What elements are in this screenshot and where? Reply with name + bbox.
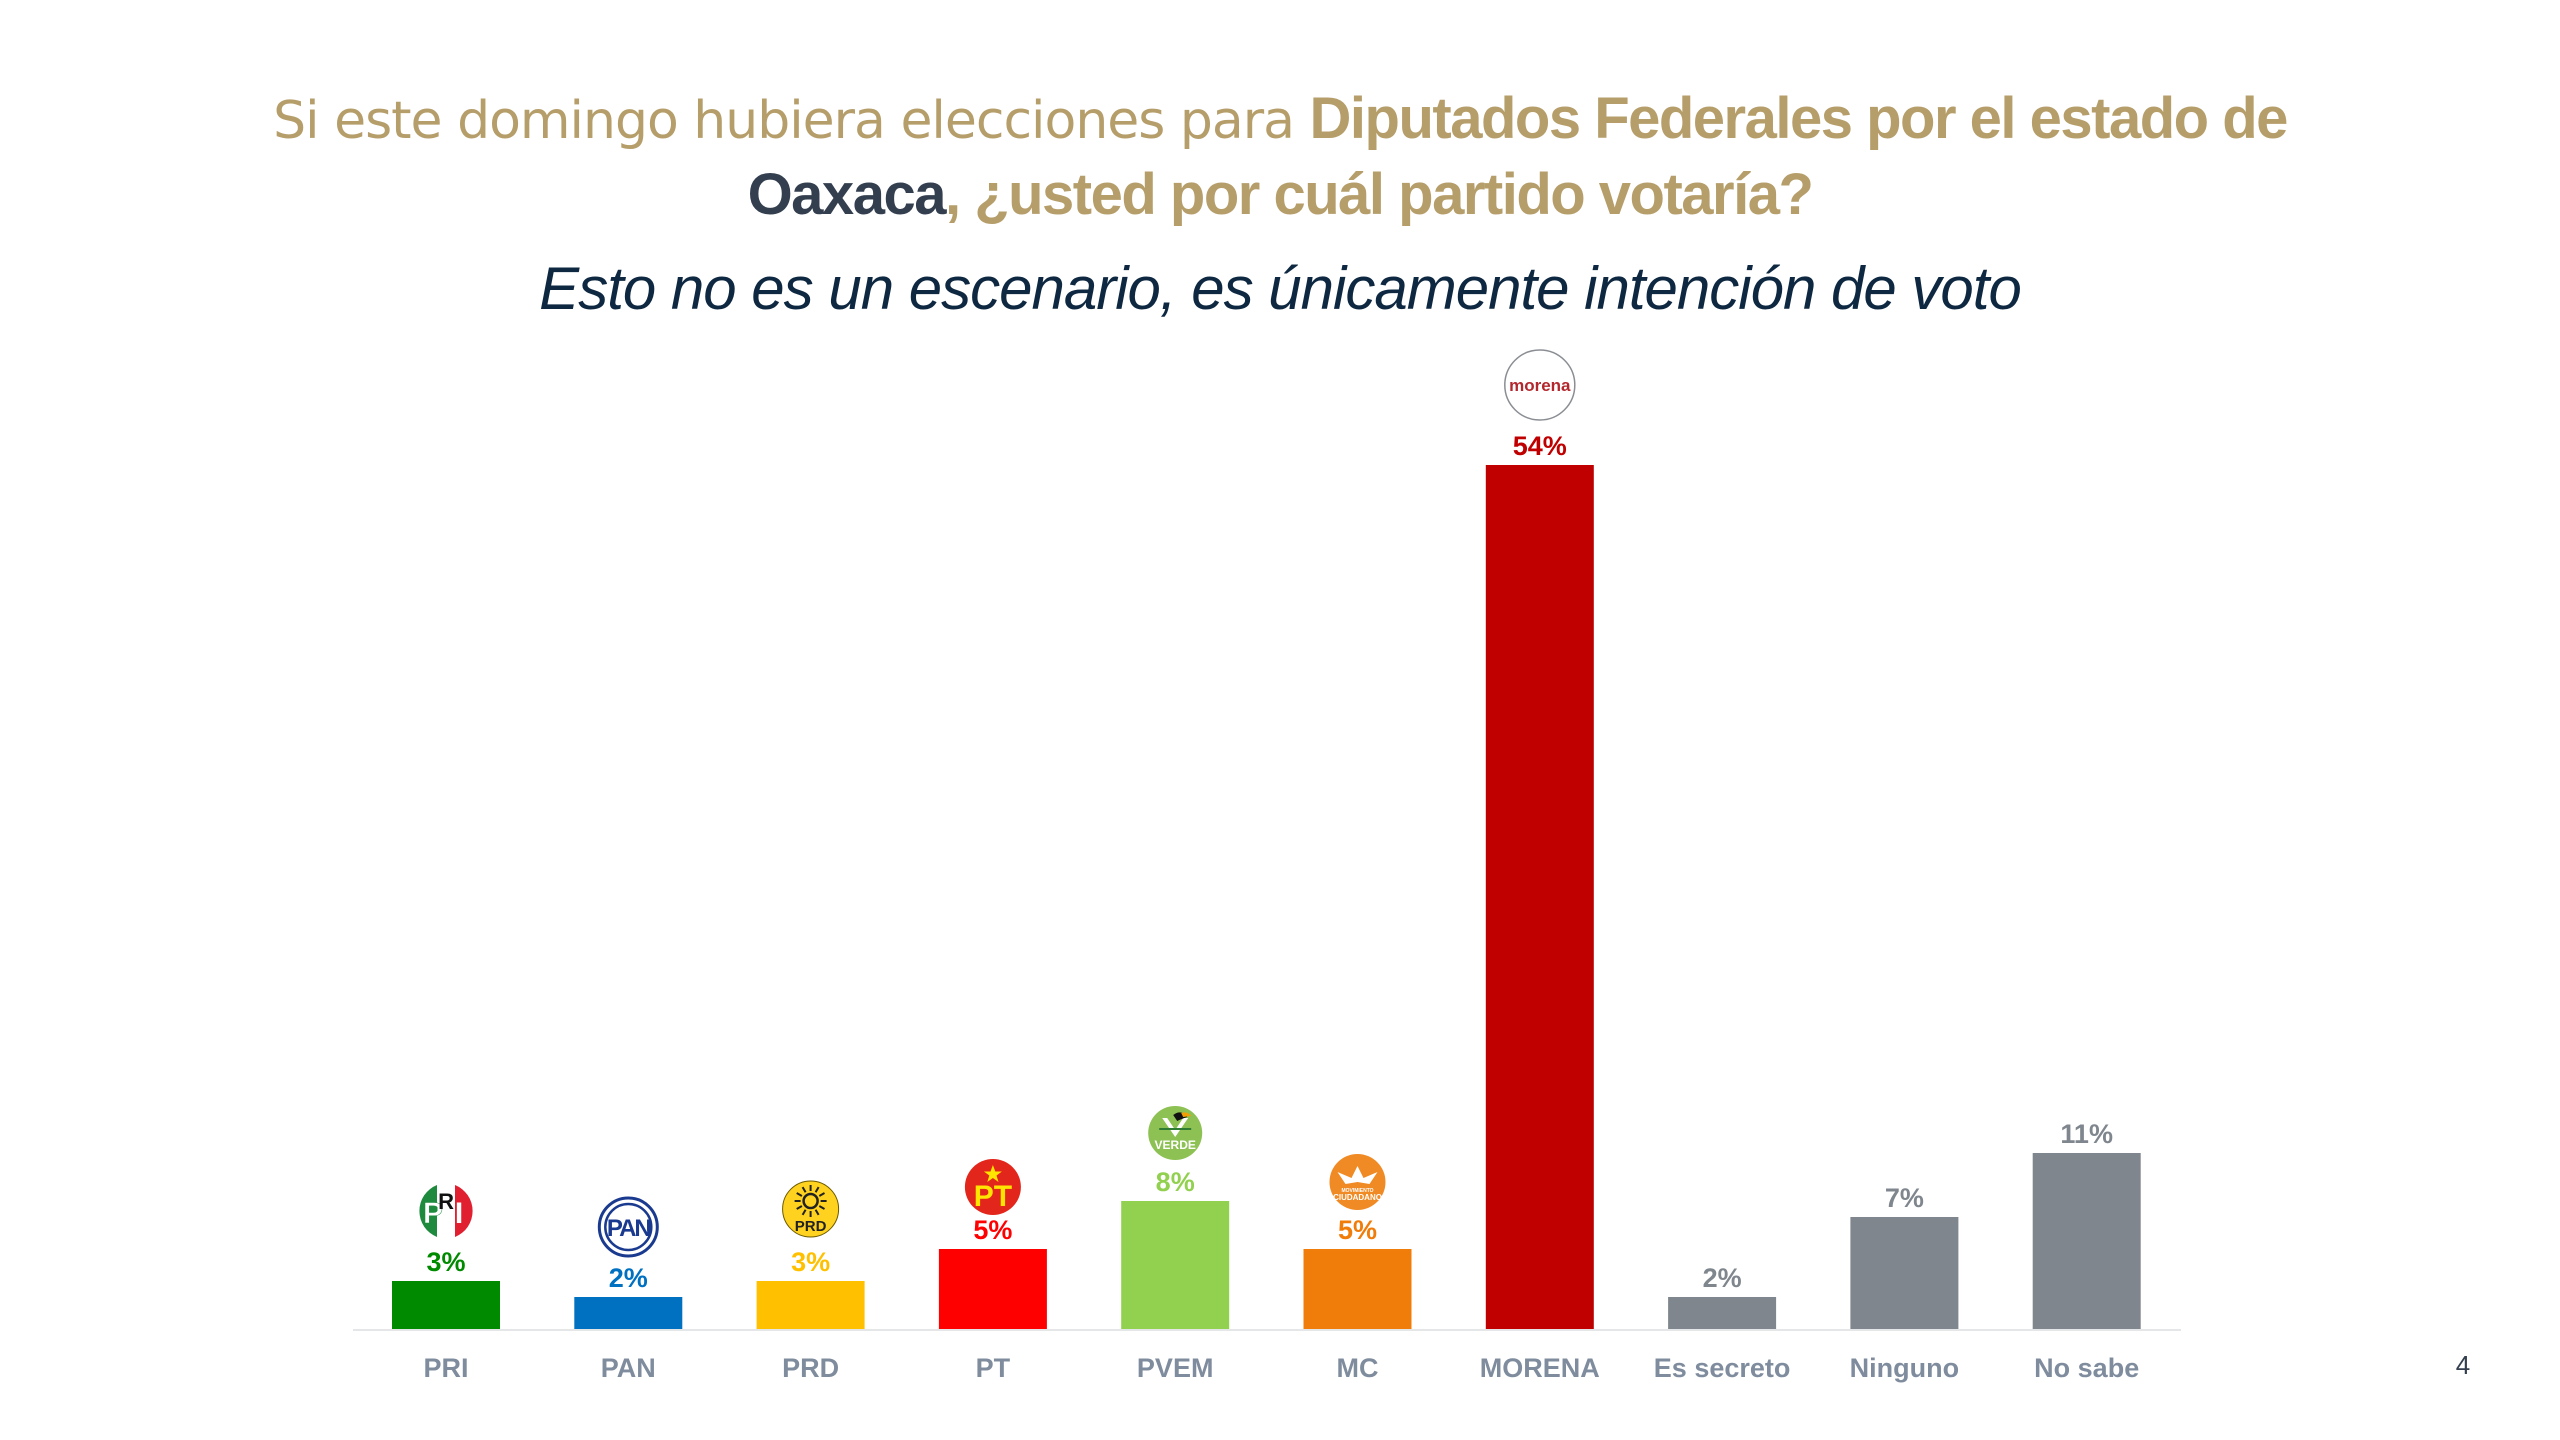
bar-morena	[1485, 465, 1594, 1329]
pt-logo-text: PT	[974, 1180, 1012, 1213]
pan-logo-icon: PAN	[597, 1196, 659, 1258]
title-emphasis: Diputados Federales por el estado de	[1309, 86, 2289, 151]
page-number: 4	[2455, 1350, 2471, 1380]
mc-logo-text-top: MOVIMIENTO	[1341, 1188, 1373, 1194]
bar-mc	[1303, 1249, 1412, 1329]
category-label-ninguno: Ninguno	[1850, 1353, 1959, 1383]
pan-logo-text: PAN	[607, 1215, 651, 1242]
title-line-2: Oaxaca, ¿usted por cuál partido votaría?	[0, 158, 2560, 234]
bar-pt	[938, 1249, 1047, 1329]
data-label-morena: 54%	[1513, 431, 1567, 461]
bar-es-secreto	[1668, 1297, 1777, 1329]
morena-logo-icon: morena	[1504, 349, 1576, 421]
bar-prd	[756, 1281, 865, 1329]
category-label-es-secreto: Es secreto	[1654, 1353, 1791, 1383]
pt-logo-icon: PT	[964, 1159, 1021, 1215]
bar-pvem	[1121, 1201, 1230, 1329]
svg-text:I: I	[455, 1197, 463, 1230]
data-label-pt: 5%	[973, 1215, 1012, 1245]
pri-logo-icon: PRIPRI	[418, 1183, 474, 1239]
category-label-prd: PRD	[782, 1353, 839, 1383]
title-line-1: Si este domingo hubiera elecciones para …	[0, 82, 2560, 158]
data-label-pvem: 8%	[1156, 1167, 1195, 1197]
data-label-es-secreto: 2%	[1703, 1263, 1742, 1293]
svg-text:P: P	[423, 1197, 443, 1230]
category-label-no-sabe: No sabe	[2034, 1353, 2139, 1383]
category-label-pan: PAN	[601, 1353, 656, 1383]
category-label-mc: MC	[1337, 1353, 1379, 1383]
bar-ninguno	[1850, 1217, 1959, 1329]
title-prefix: Si este domingo hubiera elecciones para	[273, 91, 1310, 151]
category-label-pri: PRI	[423, 1353, 468, 1383]
prd-logo-icon: PRD	[782, 1180, 840, 1238]
bars-group: 3%PRI2%PAN3%PRD5%PT8%PVEM5%MC54%MORENA2%…	[392, 431, 2141, 1383]
category-label-pvem: PVEM	[1137, 1353, 1214, 1383]
data-label-ninguno: 7%	[1885, 1183, 1924, 1213]
morena-logo-text: morena	[1509, 376, 1571, 395]
data-label-pan: 2%	[609, 1263, 648, 1293]
data-label-prd: 3%	[791, 1247, 830, 1277]
data-label-no-sabe: 11%	[2060, 1119, 2113, 1149]
data-label-mc: 5%	[1338, 1215, 1377, 1245]
subtitle: Esto no es un escenario, es únicamente i…	[539, 255, 2022, 322]
title-state: Oaxaca	[747, 162, 947, 227]
svg-text:R: R	[438, 1189, 454, 1214]
category-label-morena: MORENA	[1480, 1353, 1600, 1383]
mc-logo-text-bottom: CIUDADANO	[1333, 1193, 1382, 1202]
pvem-logo-text: VERDE	[1155, 1138, 1196, 1152]
category-label-pt: PT	[976, 1353, 1011, 1383]
title-question: , ¿usted por cuál partido votaría?	[944, 162, 1814, 227]
pvem-logo-icon: VERDE	[1148, 1106, 1203, 1160]
prd-logo-text: PRD	[795, 1218, 827, 1235]
bar-no-sabe	[2032, 1153, 2141, 1329]
data-label-pri: 3%	[426, 1247, 465, 1277]
bar-pan	[574, 1297, 683, 1329]
bar-pri	[392, 1281, 500, 1329]
